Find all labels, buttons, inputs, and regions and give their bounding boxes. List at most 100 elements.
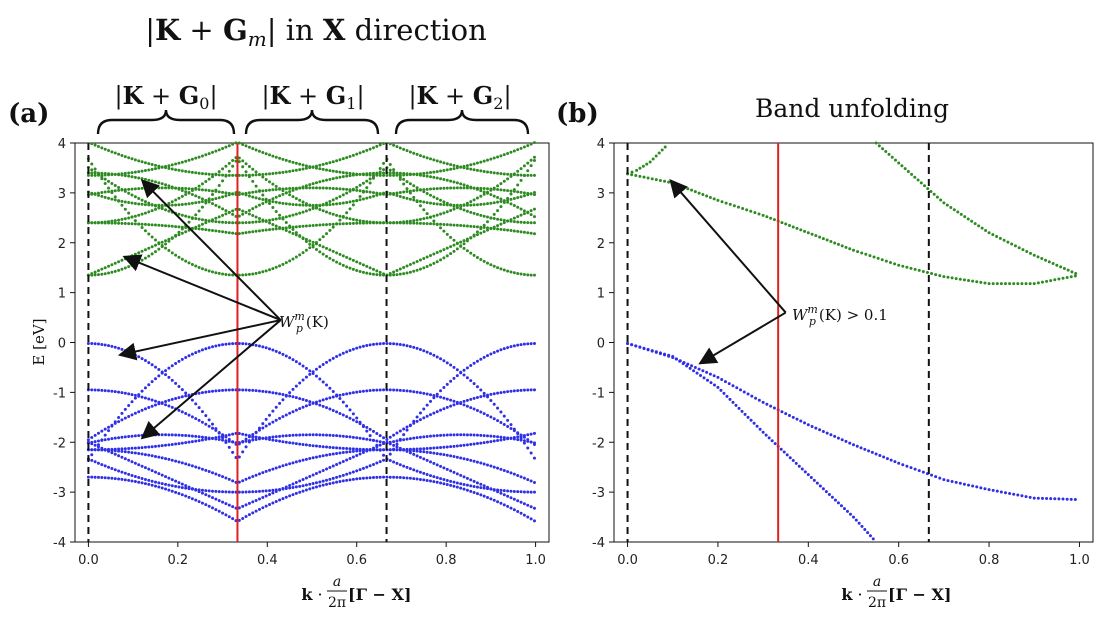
panel-a-valence-point bbox=[526, 446, 530, 450]
panel-a-valence-point bbox=[271, 348, 275, 352]
panel-a-valence-point bbox=[244, 515, 248, 519]
panel-a-conduction-point bbox=[254, 148, 258, 152]
panel-b-valence-point bbox=[866, 531, 870, 535]
panel-a-conduction-point bbox=[321, 209, 325, 213]
panel-a-conduction-point bbox=[298, 168, 302, 172]
panel-a-valence-point bbox=[532, 480, 536, 484]
panel-a-valence-point bbox=[127, 450, 131, 454]
panel-a-valence-point bbox=[425, 434, 429, 438]
panel-a-conduction-point bbox=[127, 265, 131, 269]
panel-b-valence-point bbox=[769, 404, 773, 408]
panel-a-conduction-point bbox=[274, 184, 278, 188]
panel-a-valence-point bbox=[294, 442, 298, 446]
panel-a-valence-point bbox=[177, 481, 181, 485]
panel-a-valence-point bbox=[304, 457, 308, 461]
panel-a-valence-point bbox=[93, 388, 97, 392]
panel-a-valence-point bbox=[90, 475, 94, 479]
panel-a-conduction-point bbox=[133, 202, 137, 206]
panel-a-conduction-point bbox=[251, 173, 255, 177]
panel-b-conduction-point bbox=[720, 200, 724, 204]
panel-a-valence-point bbox=[204, 489, 208, 493]
panel-a-conduction-point bbox=[301, 236, 305, 240]
panel-a-valence-point bbox=[153, 433, 157, 437]
panel-a-valence-point bbox=[368, 464, 372, 468]
panel-b-valence-point bbox=[1053, 497, 1057, 501]
panel-a-conduction-point bbox=[251, 179, 255, 183]
panel-a-valence-point bbox=[361, 437, 365, 441]
panel-a-conduction-point bbox=[278, 156, 282, 160]
panel-a-conduction-point bbox=[492, 212, 496, 216]
panel-a-conduction-point bbox=[358, 219, 362, 223]
panel-a-valence-point bbox=[459, 456, 463, 460]
panelB-annotation-arrow bbox=[669, 179, 787, 314]
panel-a-conduction-point bbox=[221, 272, 225, 276]
panel-a-valence-point bbox=[268, 492, 272, 496]
panel-a-conduction-point bbox=[190, 216, 194, 220]
panel-a-conduction-point bbox=[462, 246, 466, 250]
panel-a-conduction-point bbox=[482, 226, 486, 230]
panel-a-conduction-point bbox=[516, 190, 520, 194]
panel-b-valence-point bbox=[971, 484, 975, 488]
panel-a-valence-point bbox=[117, 449, 121, 453]
panel-a-valence-point bbox=[133, 393, 137, 397]
panel-b-valence-point bbox=[750, 394, 754, 398]
panel-a-conduction-point bbox=[224, 272, 228, 276]
panel-a-valence-point bbox=[388, 342, 392, 346]
panel-a-valence-point bbox=[425, 350, 429, 354]
panel-a-valence-point bbox=[445, 382, 449, 386]
panel-b-valence-point bbox=[746, 392, 750, 396]
panel-a-conduction-point bbox=[452, 238, 456, 242]
panelA-xtick-label: 0.8 bbox=[436, 553, 457, 568]
panel-a-valence-point bbox=[308, 372, 312, 376]
panel-a-valence-point bbox=[422, 407, 426, 411]
panel-a-conduction-point bbox=[335, 260, 339, 264]
panel-a-valence-point bbox=[187, 440, 191, 444]
panel-a-valence-point bbox=[190, 497, 194, 501]
panel-a-conduction-point bbox=[472, 225, 476, 229]
panel-b-valence-point bbox=[917, 469, 921, 473]
panel-a-valence-point bbox=[355, 449, 359, 453]
panel-a-valence-point bbox=[190, 440, 194, 444]
panel-a-conduction-point bbox=[100, 146, 104, 150]
panel-b-conduction-point bbox=[821, 237, 825, 241]
panel-a-valence-point bbox=[311, 433, 315, 437]
panel-a-valence-point bbox=[445, 483, 449, 487]
panel-a-conduction-point bbox=[247, 191, 251, 195]
panel-a-conduction-point bbox=[469, 200, 473, 204]
panel-a-conduction-point bbox=[170, 200, 174, 204]
panel-a-valence-point bbox=[432, 451, 436, 455]
panel-a-conduction-point bbox=[418, 204, 422, 208]
panel-a-valence-point bbox=[227, 490, 231, 494]
panel-b-valence-point bbox=[642, 346, 646, 350]
panel-b-conduction-point bbox=[663, 179, 667, 183]
panel-a-conduction-point bbox=[261, 175, 265, 179]
panel-a-conduction-point bbox=[351, 221, 355, 225]
panelB-xtick-label: 0.4 bbox=[798, 553, 819, 568]
panel-a-valence-point bbox=[117, 390, 121, 394]
panel-a-valence-point bbox=[298, 459, 302, 463]
panel-a-valence-point bbox=[150, 433, 154, 437]
panel-a-valence-point bbox=[486, 485, 490, 489]
panel-a-valence-point bbox=[133, 434, 137, 438]
panel-a-valence-point bbox=[392, 440, 396, 444]
panel-a-valence-point bbox=[197, 391, 201, 395]
panel-a-valence-point bbox=[264, 346, 268, 350]
panel-a-conduction-point bbox=[455, 206, 459, 210]
panel-a-valence-point bbox=[489, 392, 493, 396]
panel-b-valence-point bbox=[737, 406, 741, 410]
panel-a-valence-point bbox=[180, 433, 184, 437]
panel-a-valence-point bbox=[133, 451, 137, 455]
panel-a-valence-point bbox=[140, 395, 144, 399]
panel-b-valence-point bbox=[765, 402, 769, 406]
panel-a-conduction-point bbox=[311, 223, 315, 227]
panel-a-valence-point bbox=[180, 410, 184, 414]
panel-a-valence-point bbox=[278, 416, 282, 420]
panel-a-conduction-point bbox=[371, 194, 375, 198]
panel-a-conduction-point bbox=[415, 218, 419, 222]
panel-b-valence-point bbox=[1040, 496, 1044, 500]
panel-a-conduction-point bbox=[224, 212, 228, 216]
panel-a-conduction-point bbox=[127, 174, 131, 178]
panel-a-conduction-point bbox=[395, 145, 399, 149]
panel-a-conduction-point bbox=[492, 225, 496, 229]
panel-a-valence-point bbox=[197, 439, 201, 443]
